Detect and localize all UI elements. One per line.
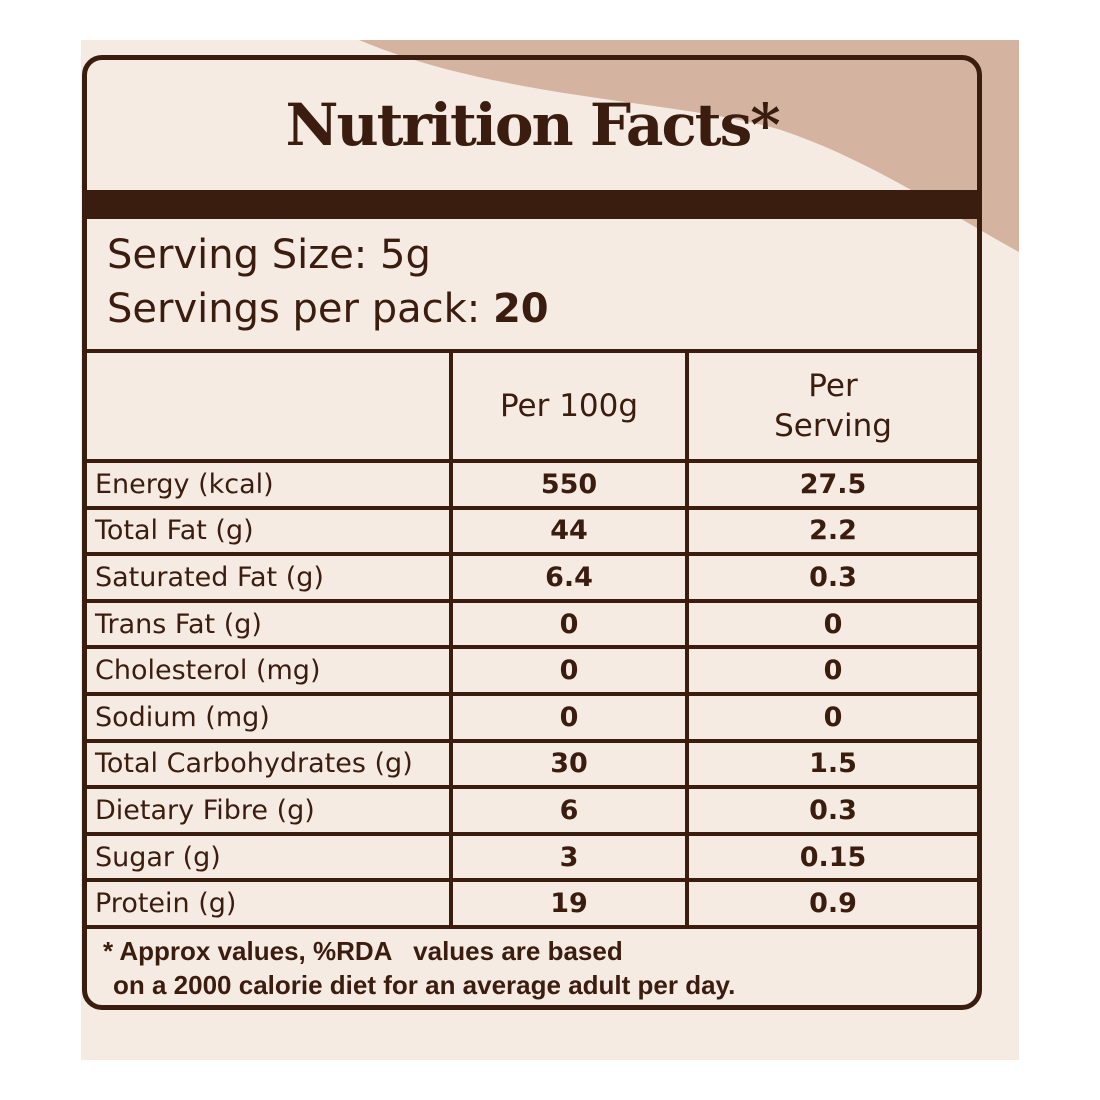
value-per-100g: 6 [449, 785, 689, 836]
value-per-100g: 19 [449, 878, 689, 929]
nutrient-name: Trans Fat (g) [87, 598, 453, 650]
table-row: Cholesterol (mg) 0 0 [87, 645, 977, 696]
value-per-serving: 0.15 [685, 831, 977, 883]
table-row: Total Carbohydrates (g) 30 1.5 [87, 738, 977, 790]
nutrient-name: Dietary Fibre (g) [87, 785, 453, 836]
serving-size: Serving Size: 5g [107, 232, 431, 278]
value-per-serving: 0.9 [685, 878, 977, 929]
serving-info: Serving Size: 5g Servings per pack: 20 [107, 228, 549, 336]
nutrition-table: Per 100g Per Serving Energy (kcal) 550 2… [87, 349, 977, 929]
table-row: Sodium (mg) 0 0 [87, 691, 977, 743]
value-per-100g: 0 [449, 691, 689, 743]
column-header-nutrient [87, 349, 453, 463]
value-per-serving: 1.5 [685, 738, 977, 790]
table-row: Total Fat (g) 44 2.2 [87, 505, 977, 557]
nutrient-name: Total Carbohydrates (g) [87, 738, 453, 790]
nutrient-name: Cholesterol (mg) [87, 645, 453, 696]
servings-per-pack-label: Servings per pack: [107, 286, 481, 332]
servings-per-pack: Servings per pack: 20 [107, 282, 549, 336]
footnote-line1: * Approx values, %RDA values are based [103, 936, 623, 966]
footnote: * Approx values, %RDA values are based o… [103, 934, 735, 1002]
background-wave [359, 40, 1019, 252]
nutrition-label: Nutrition Facts* Serving Size: 5g Servin… [82, 55, 982, 1010]
value-per-100g: 3 [449, 831, 689, 883]
table-row: Dietary Fibre (g) 6 0.3 [87, 785, 977, 836]
value-per-serving: 0.3 [685, 785, 977, 836]
table-row: Sugar (g) 3 0.15 [87, 831, 977, 883]
value-per-100g: 0 [449, 645, 689, 696]
nutrient-name: Energy (kcal) [87, 459, 453, 510]
nutrient-name: Sugar (g) [87, 831, 453, 883]
value-per-100g: 6.4 [449, 552, 689, 603]
value-per-serving: 27.5 [685, 459, 977, 510]
table-row: Saturated Fat (g) 6.4 0.3 [87, 552, 977, 603]
nutrient-name: Total Fat (g) [87, 505, 453, 557]
per-serving-line2: Serving [774, 408, 892, 444]
column-header-per-serving: Per Serving [685, 349, 977, 463]
value-per-serving: 0 [685, 691, 977, 743]
nutrient-name: Protein (g) [87, 878, 453, 929]
value-per-serving: 0.3 [685, 552, 977, 603]
table-row: Energy (kcal) 550 27.5 [87, 459, 977, 510]
value-per-serving: 0 [685, 598, 977, 650]
value-per-serving: 0 [685, 645, 977, 696]
table-row: Protein (g) 19 0.9 [87, 878, 977, 929]
table-header-row: Per 100g Per Serving [87, 349, 977, 463]
value-per-100g: 30 [449, 738, 689, 790]
nutrient-name: Sodium (mg) [87, 691, 453, 743]
servings-per-pack-value: 20 [492, 286, 549, 332]
value-per-serving: 2.2 [685, 505, 977, 557]
table-row: Trans Fat (g) 0 0 [87, 598, 977, 650]
value-per-100g: 44 [449, 505, 689, 557]
per-serving-line1: Per [808, 368, 858, 404]
nutrition-facts-title: Nutrition Facts* [285, 91, 780, 159]
value-per-100g: 550 [449, 459, 689, 510]
footnote-line2: on a 2000 calorie diet for an average ad… [113, 970, 736, 1000]
nutrient-name: Saturated Fat (g) [87, 552, 453, 603]
column-header-per-100g: Per 100g [449, 349, 689, 463]
title-divider-bar [87, 190, 977, 219]
value-per-100g: 0 [449, 598, 689, 650]
